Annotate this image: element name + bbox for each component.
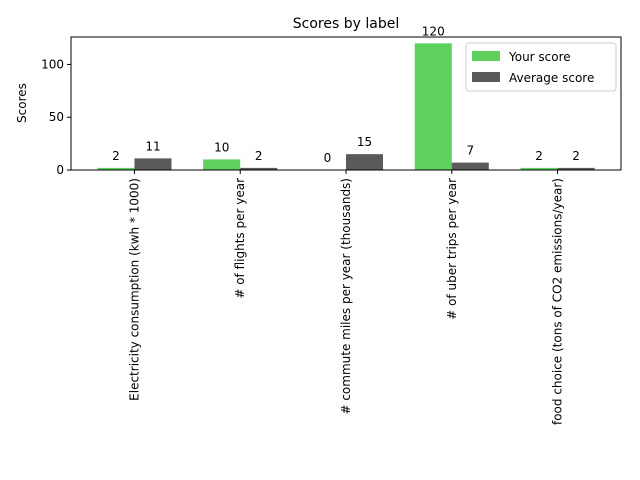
value-label-your-score-3: 120	[422, 24, 445, 38]
legend-swatch	[472, 72, 500, 82]
y-tick-label: 0	[56, 163, 64, 177]
value-label-average-score-2: 15	[357, 135, 372, 149]
bar-average-score-2	[346, 154, 384, 170]
y-tick-label: 50	[49, 110, 64, 124]
bar-average-score-4	[557, 167, 595, 170]
x-tick-label: food choice (tons of CO2 emissions/year)	[551, 178, 565, 425]
value-label-your-score-1: 10	[214, 140, 229, 154]
value-label-average-score-1: 2	[255, 149, 263, 163]
chart-title: Scores by label	[293, 16, 399, 32]
x-tick-label: # of flights per year	[233, 178, 247, 299]
bar-your-score-0	[97, 167, 135, 170]
legend-swatch	[472, 51, 500, 61]
legend-label: Your score	[508, 50, 571, 64]
bar-your-score-1	[203, 159, 241, 170]
value-label-average-score-4: 2	[572, 149, 580, 163]
bar-average-score-0	[134, 158, 172, 170]
bar-average-score-1	[240, 167, 278, 170]
value-label-average-score-3: 7	[466, 144, 474, 158]
value-label-your-score-0: 2	[112, 149, 120, 163]
bars-layer: 2 10 0 120 2 11 2 15 7 2	[97, 24, 595, 171]
bar-your-score-3	[414, 43, 452, 171]
bar-average-score-3	[451, 162, 489, 170]
bar-your-score-4	[520, 167, 558, 170]
value-label-average-score-0: 11	[145, 139, 160, 153]
legend-box	[465, 42, 617, 92]
x-tick-label: Electricity consumption (kwh * 1000)	[127, 178, 141, 401]
value-label-your-score-4: 2	[535, 149, 543, 163]
legend: Your score Average score	[465, 42, 617, 92]
x-tick-label: # of uber trips per year	[445, 178, 459, 320]
legend-label: Average score	[509, 71, 594, 85]
value-label-your-score-2: 0	[324, 151, 332, 165]
y-tick-label: 100	[41, 57, 64, 71]
y-axis-label: Scores	[15, 83, 29, 123]
x-tick-label: # commute miles per year (thousands)	[339, 178, 353, 415]
